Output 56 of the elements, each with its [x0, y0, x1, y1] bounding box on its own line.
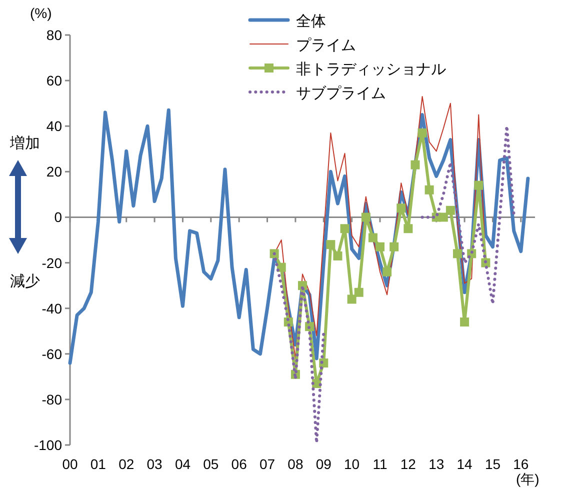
x-tick-label: 00: [62, 456, 78, 472]
y-tick-label: 60: [46, 72, 62, 89]
point: [340, 224, 350, 234]
text: 増加: [9, 135, 40, 152]
y-tick-label: -80: [42, 391, 62, 408]
x-tick-label: 16: [513, 456, 529, 472]
y-axis-title: (%): [30, 5, 52, 21]
point: [460, 318, 470, 326]
point: [438, 212, 448, 222]
point: [361, 212, 370, 222]
x-tick-label: 08: [288, 456, 304, 472]
x-tick-label: 04: [174, 456, 191, 472]
x-tick-label: 03: [146, 456, 163, 472]
y-tick-label: -40: [42, 300, 62, 316]
point: [446, 206, 455, 215]
x-tick-label: 14: [456, 456, 473, 472]
legend-label: 全体: [296, 13, 326, 30]
point: [368, 233, 378, 242]
point: [326, 240, 336, 250]
legend-label: プライム: [296, 37, 356, 54]
point: [418, 128, 427, 138]
x-tick-label: 10: [344, 456, 360, 472]
point: [270, 249, 279, 258]
point: [382, 267, 392, 276]
y-tick-label: -60: [42, 346, 62, 362]
x-tick-label: 07: [259, 456, 276, 472]
point: [474, 180, 484, 190]
point: [354, 288, 364, 297]
x-tick-label: 13: [428, 456, 444, 472]
x-tick-label: 02: [118, 456, 134, 472]
y-tick-label: -100: [34, 437, 62, 453]
point: [424, 185, 434, 194]
y-tick-label: 40: [46, 118, 62, 134]
y-tick-label: 0: [54, 209, 62, 226]
x-tick-label: 12: [400, 456, 416, 472]
y-tick-label: 80: [46, 27, 62, 43]
x-tick-label: 11: [372, 456, 388, 472]
x-tick-label: 06: [231, 456, 248, 472]
x-tick-label: 09: [316, 456, 332, 472]
point: [376, 242, 384, 252]
y-tick-label: 20: [46, 164, 62, 180]
x-axis-title: (年): [516, 471, 540, 487]
x-tick-label: 05: [203, 456, 219, 472]
x-tick-label: 15: [484, 456, 501, 472]
point: [390, 242, 399, 252]
point: [333, 251, 342, 260]
point: [404, 224, 413, 234]
legend-label: サブプライム: [296, 85, 386, 102]
legend-label: 非トラディッショナル: [296, 61, 446, 78]
point: [396, 204, 406, 213]
x-tick-label: 01: [90, 456, 106, 472]
point: [453, 249, 462, 258]
text: 減少: [10, 273, 40, 290]
point: [410, 160, 420, 170]
y-tick-label: -20: [42, 254, 62, 271]
point: [347, 294, 356, 304]
